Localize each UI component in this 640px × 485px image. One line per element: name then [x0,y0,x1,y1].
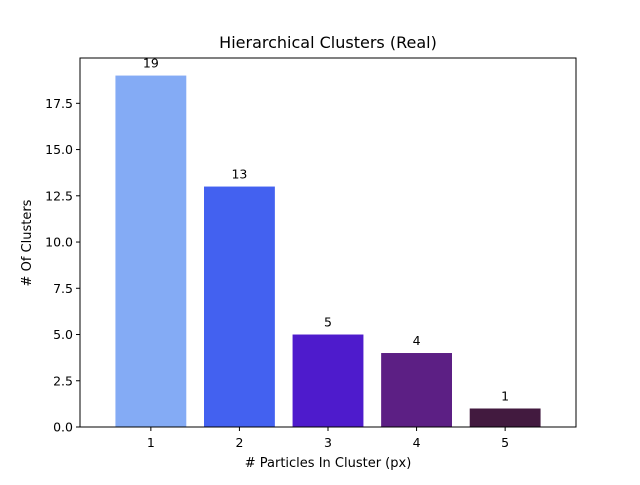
y-tick-label-6: 15.0 [45,142,73,157]
bars-layer: 19 13 5 4 1 [115,56,541,427]
bar-1 [115,75,187,427]
data-label-3: 5 [324,315,332,330]
x-tick-label-5: 5 [501,435,509,450]
chart-title: Hierarchical Clusters (Real) [219,33,437,52]
y-tick-label-5: 12.5 [45,188,73,203]
x-tick-label-1: 1 [147,435,155,450]
bar-3 [292,334,364,427]
y-tick-label-1: 2.5 [53,373,73,388]
bar-5 [469,408,541,427]
y-tick-label-7: 17.5 [45,96,73,111]
data-label-5: 1 [501,389,509,404]
x-axis-label: # Particles In Cluster (px) [245,456,412,471]
x-tick-label-2: 2 [235,435,243,450]
y-tick-label-0: 0.0 [53,420,73,435]
y-axis-label: # Of Clusters [20,199,35,286]
x-tick-label-3: 3 [324,435,332,450]
y-tick-label-4: 10.0 [45,235,73,250]
axes-layer: 1 2 3 4 5 0.0 2.5 5.0 7.5 10.0 12.5 15.0 17.5 [45,57,577,450]
x-tick-label-4: 4 [413,435,421,450]
bar-2 [204,186,275,427]
data-label-2: 13 [231,167,247,182]
bar-4 [381,353,452,427]
data-label-1: 19 [143,56,159,71]
data-label-4: 4 [413,333,421,348]
y-tick-label-3: 7.5 [53,281,73,296]
y-tick-label-2: 5.0 [53,327,73,342]
